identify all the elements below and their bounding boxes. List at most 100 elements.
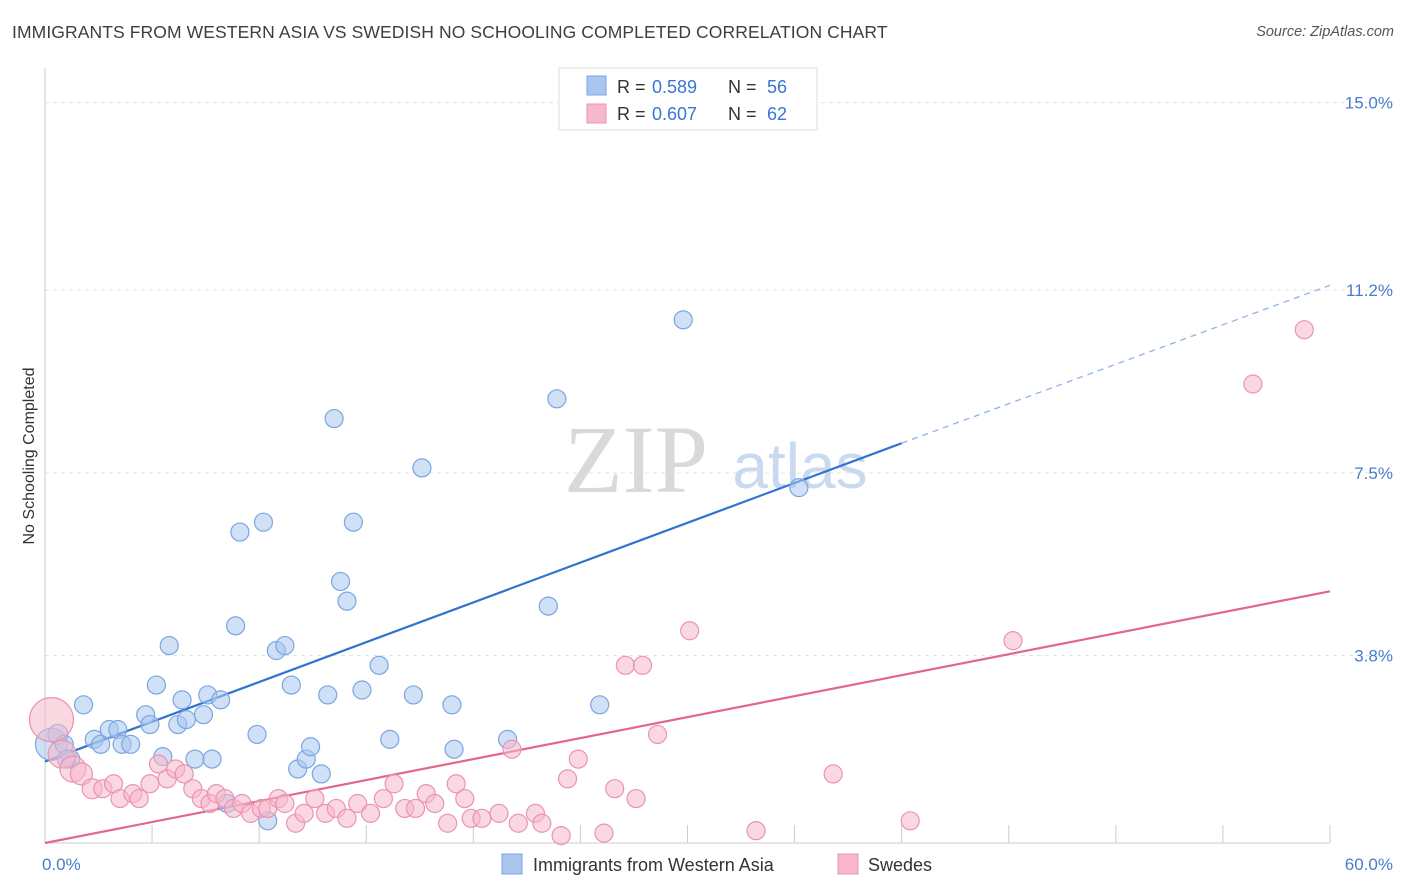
point-swedes — [594, 823, 614, 843]
point-swedes — [348, 793, 368, 814]
point-western-asia — [275, 635, 295, 656]
point-western-asia — [226, 616, 246, 636]
legend-r-label-2: R = — [617, 104, 646, 124]
point-western-asia — [140, 714, 160, 735]
point-western-asia — [412, 458, 432, 478]
point-western-asia — [403, 685, 423, 705]
point-swedes — [508, 813, 528, 833]
y-tick-label: 7.5% — [1354, 464, 1393, 483]
x-tick-label: 60.0% — [1345, 855, 1393, 874]
trend-lines — [44, 284, 1331, 845]
point-western-asia — [230, 522, 250, 542]
point-swedes — [305, 788, 325, 809]
point-swedes — [823, 764, 843, 784]
bottom-legend-label-1: Immigrants from Western Asia — [533, 855, 775, 875]
point-swedes — [632, 655, 653, 675]
point-western-asia — [91, 734, 111, 754]
point-western-asia — [281, 675, 301, 695]
point-swedes — [69, 762, 94, 786]
chart-title: IMMIGRANTS FROM WESTERN ASIA VS SWEDISH … — [12, 22, 888, 42]
trend-line-western-asia — [44, 442, 903, 763]
point-western-asia — [673, 310, 693, 330]
point-western-asia — [247, 724, 267, 745]
data-points — [28, 310, 1314, 846]
y-tick-label: 3.8% — [1354, 646, 1393, 665]
point-western-asia — [318, 685, 338, 705]
point-swedes — [446, 774, 466, 794]
x-axis-tick-labels: 0.0% 60.0% — [42, 855, 1393, 874]
point-swedes — [551, 825, 571, 846]
bottom-legend-swatch-blue — [501, 853, 523, 875]
point-swedes — [275, 793, 295, 814]
point-western-asia — [311, 764, 331, 784]
point-western-asia — [789, 478, 809, 498]
point-western-asia — [590, 695, 610, 715]
point-western-asia — [253, 512, 274, 532]
point-western-asia — [159, 635, 179, 656]
point-western-asia — [547, 389, 567, 409]
bottom-legend-swatch-pink — [837, 853, 859, 875]
gridlines — [45, 102, 1390, 656]
point-western-asia — [146, 675, 166, 695]
legend-swatch-blue — [586, 75, 607, 96]
point-swedes — [680, 621, 700, 641]
point-western-asia — [538, 596, 558, 616]
point-swedes — [489, 803, 509, 823]
y-tick-label: 15.0% — [1345, 94, 1393, 113]
point-swedes — [532, 813, 552, 833]
point-western-asia — [176, 710, 196, 730]
point-swedes — [294, 803, 314, 823]
legend-n-value-1: 56 — [767, 77, 787, 97]
point-western-asia — [343, 512, 363, 532]
point-swedes — [425, 793, 445, 814]
point-swedes — [647, 724, 668, 745]
x-axis-ticks — [44, 825, 1331, 843]
point-swedes — [174, 764, 194, 784]
point-western-asia — [337, 591, 357, 611]
y-axis-label: No Schooling Completed — [21, 368, 38, 545]
point-western-asia — [121, 734, 141, 754]
point-swedes — [360, 803, 381, 823]
point-swedes — [140, 774, 160, 794]
point-swedes — [1003, 631, 1023, 651]
point-western-asia — [442, 695, 462, 715]
point-swedes — [568, 749, 588, 769]
legend-r-value-1: 0.589 — [652, 77, 697, 97]
bottom-legend-label-2: Swedes — [868, 855, 932, 875]
point-western-asia — [380, 729, 400, 749]
point-swedes — [900, 811, 920, 831]
point-western-asia — [352, 680, 372, 700]
point-swedes — [1243, 374, 1263, 394]
point-swedes — [28, 697, 75, 743]
legend-n-label-2: N = — [728, 104, 757, 124]
point-western-asia — [172, 690, 192, 710]
point-western-asia — [330, 571, 351, 592]
point-swedes — [605, 779, 625, 799]
legend-n-label-1: N = — [728, 77, 757, 97]
point-swedes — [405, 798, 426, 819]
y-tick-label: 11.2% — [1346, 281, 1393, 300]
point-swedes — [472, 808, 492, 828]
point-swedes — [384, 774, 404, 794]
point-western-asia — [202, 749, 222, 769]
point-western-asia — [211, 690, 231, 710]
source-credit: Source: ZipAtlas.com — [1256, 24, 1394, 40]
point-swedes — [557, 769, 578, 789]
point-swedes — [455, 788, 475, 809]
point-swedes — [746, 821, 766, 841]
point-swedes — [1294, 320, 1314, 340]
x-tick-label: 0.0% — [42, 855, 81, 874]
point-western-asia — [300, 737, 321, 757]
point-western-asia — [193, 705, 214, 725]
point-swedes — [337, 808, 357, 828]
point-swedes — [626, 788, 646, 809]
point-western-asia — [324, 408, 344, 429]
y-axis-tick-labels: 3.8% 7.5% 11.2% 15.0% — [1345, 94, 1393, 666]
point-western-asia — [444, 739, 464, 759]
bottom-legend: Immigrants from Western Asia Swedes — [501, 853, 932, 875]
legend-swatch-pink — [586, 103, 607, 124]
point-swedes — [615, 655, 635, 675]
point-swedes — [129, 788, 149, 809]
trend-line-western-asia-extension — [901, 284, 1331, 444]
